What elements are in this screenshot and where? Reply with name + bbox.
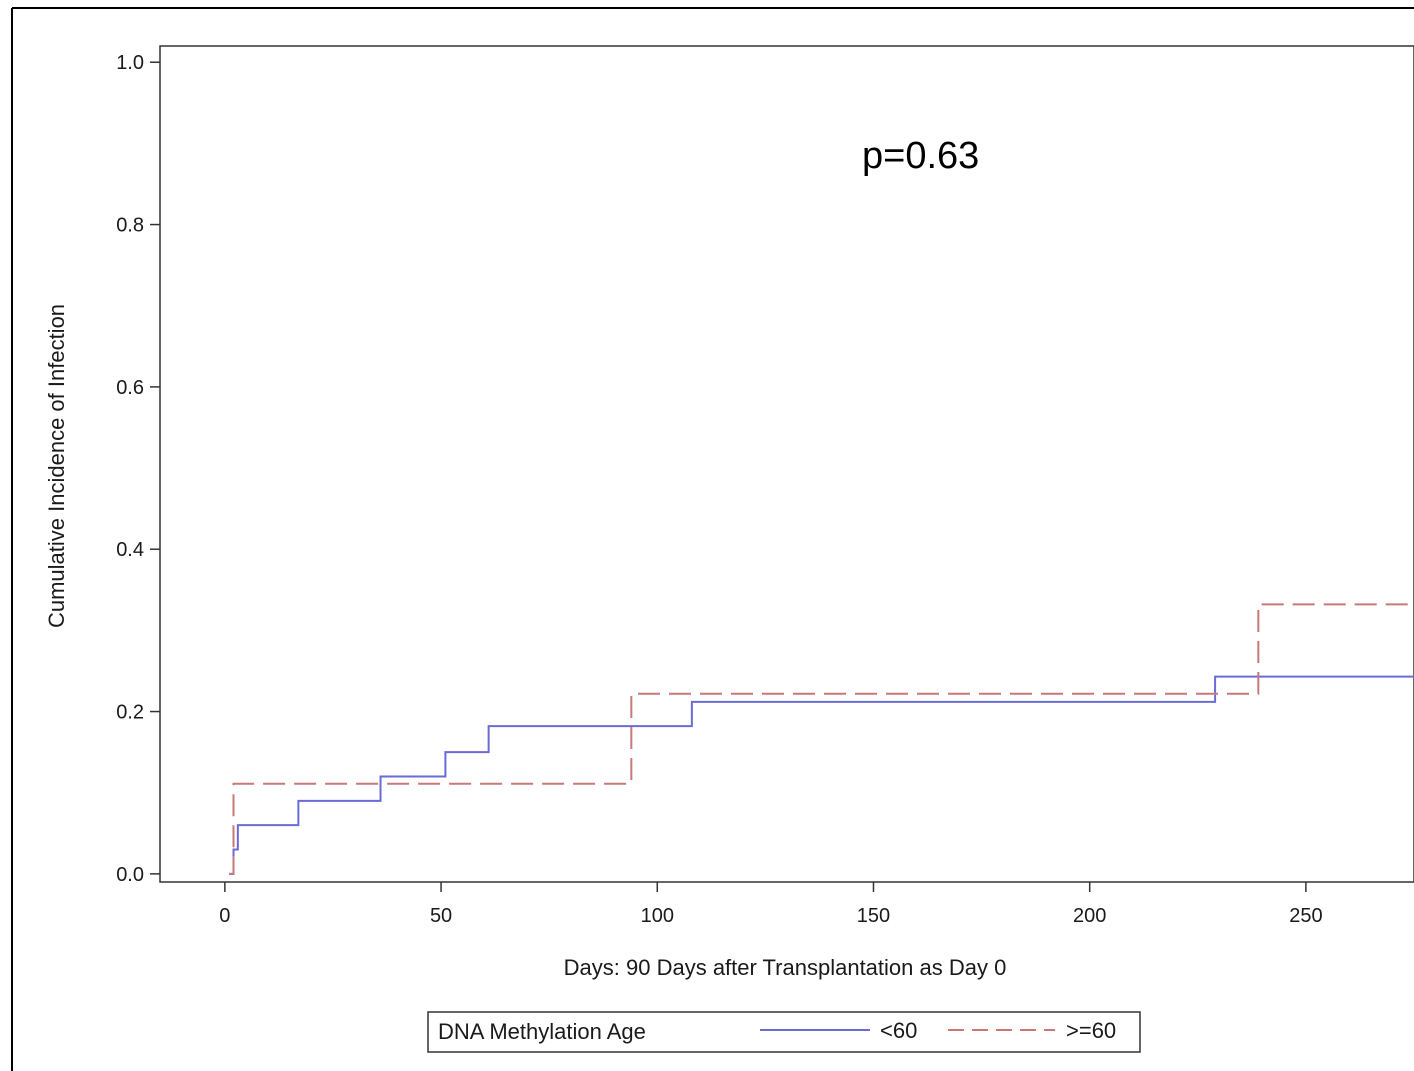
legend-label-ge60: >=60 <box>1066 1018 1116 1043</box>
series-layer <box>229 603 1414 875</box>
x-tick-label: 0 <box>219 905 230 927</box>
legend-label-lt60: <60 <box>880 1018 917 1043</box>
y-tick-label: 0.6 <box>116 377 144 399</box>
legend: DNA Methylation Age <60 >=60 <box>427 1011 1141 1053</box>
x-tick-label: 250 <box>1289 905 1322 927</box>
x-tick-label: 100 <box>641 905 674 927</box>
x-tick-label: 200 <box>1073 905 1106 927</box>
legend-box <box>427 1011 1141 1053</box>
x-axis-title: Days: 90 Days after Transplantation as D… <box>564 955 1007 980</box>
x-axis: 0 50 100 150 200 250 <box>219 882 1323 927</box>
y-tick-label: 1.0 <box>116 52 144 74</box>
legend-title: DNA Methylation Age <box>438 1019 646 1044</box>
x-tick-label: 50 <box>430 905 452 927</box>
series-line-ge60 <box>229 603 1414 875</box>
y-tick-label: 0.0 <box>116 864 144 886</box>
p-value-annotation: p=0.63 <box>862 135 979 177</box>
y-axis-title: Cumulative Incidence of Infection <box>44 304 69 628</box>
y-tick-label: 0.2 <box>116 702 144 724</box>
x-tick-label: 150 <box>857 905 890 927</box>
y-axis: 0.0 0.2 0.4 0.6 0.8 1.0 <box>116 52 160 886</box>
y-tick-label: 0.8 <box>116 215 144 237</box>
series-line-lt60 <box>229 675 1414 875</box>
y-tick-label: 0.4 <box>116 539 144 561</box>
plot-area-frame <box>159 45 1414 883</box>
